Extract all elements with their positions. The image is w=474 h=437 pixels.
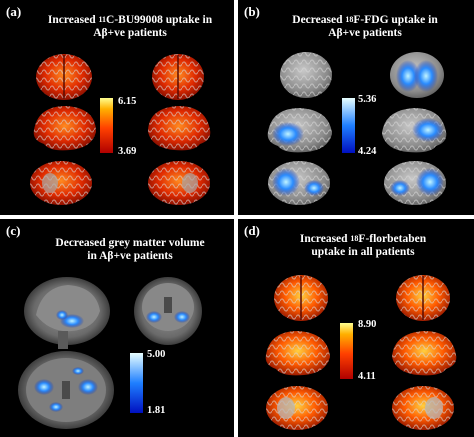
panel-d-label: (d) [244, 223, 260, 238]
brain-d-mid-right [392, 331, 457, 376]
colorbar-a-max: 6.15 [118, 96, 137, 107]
panel-b-title: Decreased 18F-FDG uptake in Aβ+ve patien… [292, 14, 438, 39]
brain-a-mid-left [33, 106, 96, 151]
brain-b-top-right [390, 52, 444, 98]
colorbar-d [340, 323, 353, 379]
colorbar-a-min: 3.69 [118, 146, 137, 157]
brain-a-bottom-left [30, 161, 92, 205]
panel-a-title: Increased 11C-BU99008 uptake in Aβ+ve pa… [47, 14, 213, 39]
panel-b-label: (b) [244, 4, 260, 19]
brain-d-bottom-right [392, 386, 454, 430]
panel-c-label: (c) [6, 223, 21, 238]
colorbar-c-min: 1.81 [147, 405, 166, 416]
panel-a-label: (a) [6, 4, 22, 19]
mri-coronal [134, 277, 202, 345]
mri-sagittal [24, 277, 110, 349]
panel-d: (d) Increased 18F-florbetaben uptake in … [238, 219, 474, 437]
colorbar-c [130, 353, 143, 413]
panel-d-title: Increased 18F-florbetaben uptake in all … [299, 233, 427, 258]
colorbar-b-max: 5.36 [358, 94, 377, 105]
colorbar-a [100, 98, 113, 153]
colorbar-b [342, 98, 355, 153]
brain-a-top-left [36, 54, 92, 100]
colorbar-c-max: 5.00 [147, 349, 166, 360]
brain-d-top-right [396, 275, 450, 321]
brain-b-mid-right [382, 108, 447, 153]
brain-a-bottom-right [148, 161, 210, 205]
panel-c: (c) Decreased grey matter volume in Aβ+v… [0, 219, 234, 437]
brain-a-top-right [152, 54, 204, 100]
panel-c-title: Decreased grey matter volume in Aβ+ve pa… [55, 237, 205, 262]
panel-a: (a) Increased 11C-BU99008 uptake in Aβ+v… [0, 0, 234, 215]
mri-axial [18, 351, 114, 429]
brain-d-bottom-left [266, 386, 328, 430]
brain-a-mid-right [148, 106, 211, 151]
colorbar-b-min: 4.24 [358, 146, 377, 157]
brain-b-mid-left [267, 108, 332, 153]
panel-b: (b) Decreased 18F-FDG uptake in Aβ+ve pa… [238, 0, 474, 215]
brain-d-mid-left [265, 331, 330, 376]
brain-b-bottom-right [384, 161, 446, 205]
brain-b-top-left [280, 52, 332, 98]
colorbar-d-min: 4.11 [358, 371, 376, 382]
colorbar-d-max: 8.90 [358, 319, 377, 330]
brain-d-top-left [274, 275, 328, 321]
brain-b-bottom-left [268, 161, 330, 205]
